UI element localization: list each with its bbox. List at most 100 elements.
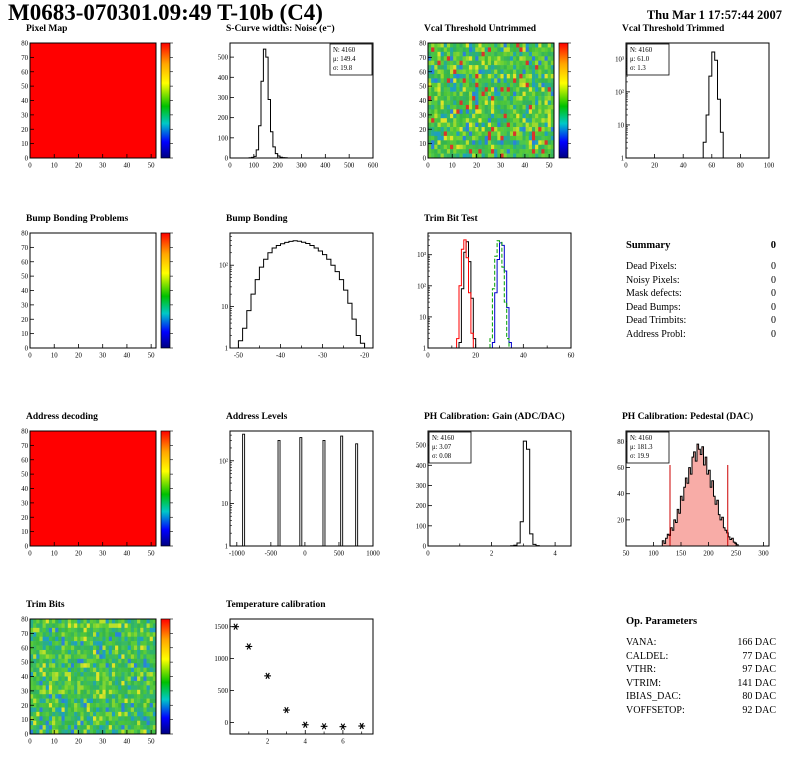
svg-text:40: 40 (124, 163, 131, 170)
svg-text:500: 500 (344, 163, 355, 170)
svg-text:60: 60 (568, 353, 575, 360)
svg-text:250: 250 (731, 551, 742, 558)
svg-text:100: 100 (416, 523, 427, 530)
op-parameter-row: VTHR: 97 DAC (626, 663, 776, 677)
op-parameter-row-value: 97 DAC (742, 664, 776, 675)
svg-text:σ: 0.08: σ: 0.08 (432, 453, 452, 460)
summary-row-value: 0 (771, 328, 776, 340)
plot-temperature-calibration: Temperature calibration 2 4 6 0 500 1000 1500 (200, 600, 396, 772)
op-parameter-row: VANA: 166 DAC (626, 636, 776, 650)
svg-text:0: 0 (225, 156, 229, 163)
op-parameter-row-value: 166 DAC (737, 637, 776, 648)
svg-text:150: 150 (676, 551, 687, 558)
svg-text:20: 20 (473, 163, 480, 170)
svg-text:500: 500 (334, 551, 345, 558)
svg-text:10²: 10² (615, 89, 624, 96)
svg-text:50: 50 (148, 739, 155, 746)
summary-title: Summary (626, 240, 671, 251)
svg-text:-20: -20 (360, 353, 370, 360)
svg-text:0: 0 (426, 163, 430, 170)
svg-text:20: 20 (21, 127, 28, 134)
svg-text:1: 1 (225, 544, 228, 551)
svg-text:100: 100 (764, 163, 775, 170)
summary-row-value: 0 (771, 261, 776, 272)
svg-text:2: 2 (490, 551, 494, 558)
svg-text:50: 50 (148, 551, 155, 558)
svg-text:50: 50 (21, 84, 28, 91)
svg-text:0: 0 (28, 353, 32, 360)
svg-text:200: 200 (273, 163, 284, 170)
svg-text:500: 500 (218, 55, 229, 62)
svg-text:30: 30 (21, 500, 28, 507)
empty-cell (398, 600, 594, 772)
svg-text:40: 40 (419, 98, 426, 105)
svg-text:1: 1 (225, 346, 228, 353)
svg-text:60: 60 (21, 259, 28, 266)
chart-bump_bonding: -50 -40 -30 -20 1 10 10² (219, 232, 374, 360)
svg-text:0: 0 (28, 739, 32, 746)
svg-text:10³: 10³ (417, 252, 426, 259)
plot-bump-bonding-problems: Bump Bonding Problems 0 10 20 30 40 50 0 10 20 30 4… (0, 214, 196, 392)
svg-text:60: 60 (419, 69, 426, 76)
op-parameter-row-label: VANA: (626, 637, 657, 648)
op-parameter-row: VTRIM: 141 DAC (626, 677, 776, 691)
svg-text:100: 100 (249, 163, 260, 170)
svg-text:400: 400 (416, 463, 427, 470)
svg-text:σ: 19.9: σ: 19.9 (630, 453, 650, 460)
svg-text:60: 60 (21, 457, 28, 464)
svg-text:50: 50 (21, 274, 28, 281)
svg-text:N: 4160: N: 4160 (333, 47, 356, 54)
svg-text:-30: -30 (318, 353, 328, 360)
svg-text:70: 70 (419, 55, 426, 62)
plot-address-decoding: Address decoding 0 10 20 30 40 50 0 10 20 30 40 50 60… (0, 412, 196, 590)
svg-text:20: 20 (21, 703, 28, 710)
svg-text:80: 80 (21, 429, 28, 436)
op-parameters-rows: VANA: 166 DAC CALDEL: 77 DAC VTHR: 97 DAC VTRI… (626, 636, 792, 717)
svg-text:30: 30 (419, 112, 426, 119)
plot-title: Vcal Threshold Trimmed (622, 24, 725, 34)
svg-text:200: 200 (218, 115, 229, 122)
svg-text:σ: 1.3: σ: 1.3 (630, 65, 646, 72)
plot-title: S-Curve widths: Noise (e⁻) (226, 24, 335, 34)
svg-text:70: 70 (21, 245, 28, 252)
svg-text:0: 0 (25, 156, 29, 163)
plot-ph-calibration-pedestal: PH Calibration: Pedestal (DAC) 50 100 150 20… (596, 412, 792, 590)
svg-text:40: 40 (21, 674, 28, 681)
summary-row-value: 0 (771, 301, 776, 313)
chart-scurve_noise: 0 100 200 300 400 500 600 0 100 200 300 400 500 N: 41… (218, 42, 379, 170)
svg-text:10: 10 (21, 529, 28, 536)
svg-text:300: 300 (416, 483, 427, 490)
svg-text:60: 60 (708, 163, 715, 170)
summary-row: Dead Pixels: 0 (626, 260, 776, 274)
plot-title: Address Levels (226, 412, 288, 422)
svg-text:10: 10 (419, 141, 426, 148)
svg-text:50: 50 (148, 353, 155, 360)
svg-text:10: 10 (51, 353, 58, 360)
svg-text:200: 200 (416, 503, 427, 510)
plot-title: Bump Bonding Problems (26, 214, 129, 224)
svg-text:0: 0 (25, 346, 29, 353)
plot-title: PH Calibration: Pedestal (DAC) (622, 412, 754, 422)
svg-text:0: 0 (423, 544, 427, 551)
op-parameters-header: Op. Parameters (626, 616, 776, 627)
summary-rows: Dead Pixels: 0 Noisy Pixels: 0 Mask defects:… (626, 260, 792, 341)
svg-text:μ: 61.0: μ: 61.0 (630, 56, 650, 63)
page-date: Thu Mar 1 17:57:44 2007 (646, 8, 782, 22)
op-parameter-row-value: 92 DAC (742, 704, 776, 716)
svg-text:10: 10 (21, 141, 28, 148)
svg-text:80: 80 (21, 617, 28, 624)
svg-text:20: 20 (617, 517, 624, 524)
svg-text:40: 40 (21, 98, 28, 105)
svg-text:10: 10 (51, 739, 58, 746)
svg-text:10: 10 (21, 717, 28, 724)
chart-pixel_map: 0 10 20 30 40 50 0 10 20 30 40 50 60 70 80 (21, 41, 173, 170)
summary-row: Noisy Pixels: 0 (626, 274, 776, 288)
op-parameter-row: VOFFSETOP: 92 DAC (626, 704, 776, 718)
svg-text:30: 30 (99, 353, 106, 360)
chart-trim_bits: 0 10 20 30 40 50 0 10 20 30 40 50 60 70 80 (21, 617, 173, 746)
svg-text:10: 10 (221, 501, 228, 508)
op-parameter-row: CALDEL: 77 DAC (626, 650, 776, 664)
summary-row: Mask defects: 0 (626, 287, 776, 301)
svg-text:20: 20 (75, 739, 82, 746)
